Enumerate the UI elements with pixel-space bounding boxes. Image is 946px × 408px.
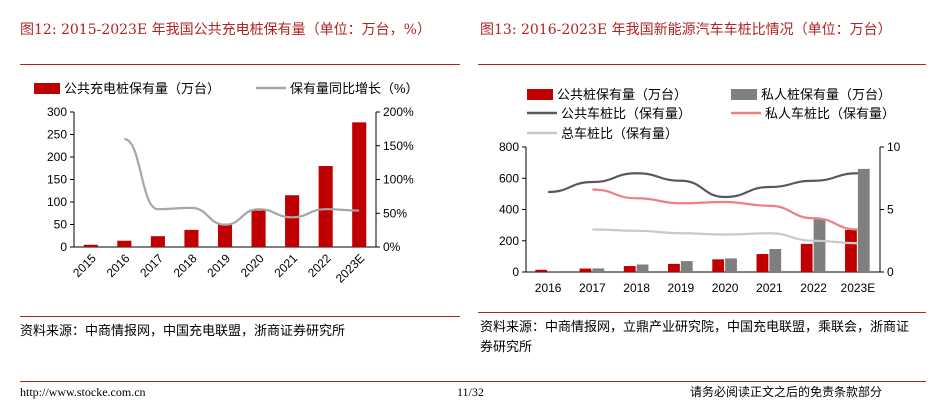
- chart12-x-tick-label: 2020: [238, 251, 267, 280]
- chart12-y2-tick-label: 200%: [383, 105, 414, 119]
- chart13-x-tick-label: 2016: [535, 281, 562, 295]
- chart13-bar-a: [579, 268, 592, 272]
- chart12-bar-a: [352, 122, 367, 247]
- chart13-y2-tick-label: 0: [887, 265, 894, 279]
- chart13-bar-b: [680, 261, 693, 272]
- chart12-bar-a: [83, 244, 98, 247]
- chart13-x-tick-label: 2020: [712, 281, 739, 295]
- title-rule-13: [478, 64, 926, 65]
- chart13-legend-label: 私人桩保有量（万台）: [761, 87, 891, 102]
- chart12-x-tick-label: 2015: [70, 251, 99, 280]
- footer-rule: [20, 381, 926, 382]
- chart13-y-tick-label: 600: [499, 171, 519, 185]
- chart13-bar-b: [592, 268, 605, 272]
- chart12-y2-tick-label: 0%: [383, 240, 401, 254]
- chart13-bar-a: [845, 229, 857, 272]
- title-rule-12: [20, 64, 460, 65]
- chart13-line-0: [548, 172, 858, 199]
- source-rule-13: [478, 312, 926, 313]
- chart12-line-0: [123, 137, 360, 226]
- chart13-y-tick-label: 800: [499, 140, 519, 154]
- chart12-bar-a: [285, 195, 300, 247]
- chart13-bar-b: [769, 249, 782, 272]
- chart13-legend-label: 私人车桩比（保有量）: [765, 106, 895, 121]
- chart13-y-tick-label: 400: [499, 203, 519, 217]
- chart13-line-1: [592, 188, 858, 231]
- chart12-y-tick-label: 300: [47, 105, 67, 119]
- chart12-x-tick-label: 2018: [171, 251, 200, 280]
- chart12-x-tick-label: 2016: [104, 251, 133, 280]
- chart12-legend-label: 保有量同比增长（%）: [290, 81, 419, 96]
- chart13-bar-b: [725, 258, 737, 272]
- chart13-bar-a: [668, 263, 680, 272]
- chart13-x-tick-label: 2023E: [841, 281, 876, 295]
- chart13-bar-a: [800, 243, 813, 272]
- chart13-bar-a: [712, 259, 725, 272]
- figure-12-source: 资料来源：中商情报网，中国充电联盟，浙商证券研究所: [20, 324, 346, 339]
- chart13-bar-b: [636, 264, 649, 272]
- disclaimer-note: 请务必阅读正文之后的免责条款部分: [690, 385, 883, 399]
- chart12-y2-tick-label: 100%: [383, 173, 414, 187]
- chart12-y-tick-label: 50: [54, 218, 68, 232]
- figure-13-title: 图13: 2016-2023E 年我国新能源汽车车桩比情况（单位：万台）: [480, 22, 892, 38]
- chart12-y2-tick-label: 50%: [383, 206, 407, 220]
- chart13-bar-a: [756, 254, 769, 272]
- chart12-bar-a: [150, 236, 165, 247]
- chart12-bar-a: [318, 166, 333, 247]
- figure-12-title: 图12: 2015-2023E 年我国公共充电桩保有量（单位：万台，%）: [20, 22, 431, 38]
- chart12-y-tick-label: 150: [47, 173, 67, 187]
- chart13-legend-swatch: [527, 89, 553, 100]
- chart12-bar-a: [184, 229, 199, 247]
- chart12-x-tick-label: 2022: [305, 251, 334, 280]
- footer-url-link[interactable]: http://www.stocke.com.cn: [20, 385, 146, 399]
- chart12-y-tick-label: 250: [47, 128, 67, 142]
- chart13-legend-swatch: [731, 89, 757, 100]
- chart12-y2-tick-label: 150%: [383, 139, 414, 153]
- chart13-line-2: [592, 228, 858, 245]
- figure-13-source: 资料来源：中商情报网，立鼎产业研究院，中国充电联盟，乘联会，浙商证券研究所: [480, 320, 910, 355]
- chart13-y2-tick-label: 10: [887, 140, 901, 154]
- chart13-bar-b: [813, 218, 826, 272]
- chart13-x-tick-label: 2018: [623, 281, 650, 295]
- chart13-y-tick-label: 0: [512, 265, 519, 279]
- chart13-x-tick-label: 2019: [668, 281, 695, 295]
- page-number: 11/32: [457, 385, 484, 399]
- chart12-bar-a: [251, 210, 266, 247]
- chart13-x-tick-label: 2022: [800, 281, 827, 295]
- chart12-x-tick-label: 2021: [271, 251, 300, 280]
- chart13-bar-a: [535, 269, 548, 272]
- chart12-bar-a: [117, 240, 132, 247]
- chart12-x-tick-label: 2017: [137, 251, 166, 280]
- chart13-legend-label: 公共车桩比（保有量）: [561, 106, 691, 121]
- chart12-legend-swatch: [34, 83, 60, 94]
- chart13-bar-b: [857, 168, 870, 272]
- source-rule-12: [20, 316, 460, 317]
- chart13-y-tick-label: 200: [499, 234, 519, 248]
- chart12-y-tick-label: 100: [47, 195, 67, 209]
- chart12-y-tick-label: 0: [60, 240, 67, 254]
- chart13-bar-a: [623, 266, 636, 272]
- chart13-bar-b: [548, 271, 560, 272]
- chart13-legend-label: 总车桩比（保有量）: [561, 126, 678, 141]
- chart13-y2-tick-label: 5: [887, 203, 894, 217]
- chart12-bar-a: [217, 223, 233, 247]
- chart12-legend-label: 公共充电桩保有量（万台）: [64, 81, 220, 96]
- chart13-x-tick-label: 2017: [579, 281, 606, 295]
- chart12-y-tick-label: 200: [47, 150, 67, 164]
- chart12-x-tick-label: 2023E: [333, 251, 367, 285]
- chart13-legend-label: 公共桩保有量（万台）: [557, 87, 687, 102]
- chart12-x-tick-label: 2019: [204, 251, 233, 280]
- chart13-x-tick-label: 2021: [756, 281, 783, 295]
